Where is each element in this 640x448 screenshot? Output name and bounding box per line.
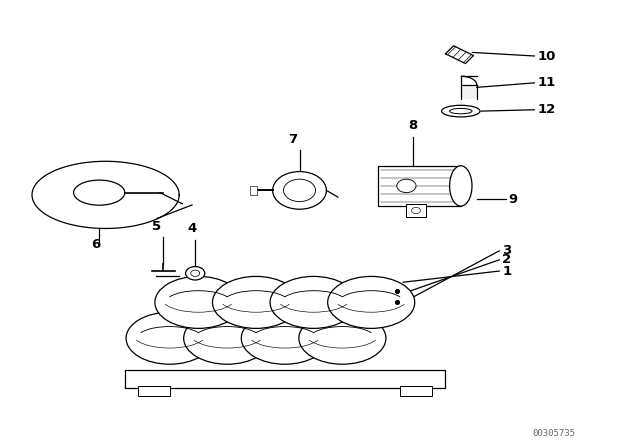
Text: 10: 10 bbox=[538, 49, 556, 63]
Circle shape bbox=[191, 270, 200, 276]
Circle shape bbox=[186, 267, 205, 280]
Circle shape bbox=[284, 179, 316, 202]
Ellipse shape bbox=[241, 312, 328, 364]
Bar bbox=[400, 386, 432, 396]
Ellipse shape bbox=[126, 312, 213, 364]
Text: 5: 5 bbox=[152, 220, 161, 233]
Text: 3: 3 bbox=[502, 244, 511, 258]
Text: 2: 2 bbox=[502, 253, 511, 267]
Ellipse shape bbox=[155, 276, 242, 328]
Bar bbox=[378, 166, 461, 206]
Bar bbox=[250, 186, 257, 195]
Ellipse shape bbox=[270, 276, 357, 328]
Text: 7: 7 bbox=[289, 133, 298, 146]
Ellipse shape bbox=[299, 312, 386, 364]
Text: 1: 1 bbox=[502, 264, 511, 278]
Bar bbox=[138, 386, 170, 396]
Text: 12: 12 bbox=[538, 103, 556, 116]
Ellipse shape bbox=[74, 180, 125, 205]
Text: 8: 8 bbox=[408, 119, 417, 132]
Text: 00305735: 00305735 bbox=[532, 429, 575, 438]
Circle shape bbox=[273, 172, 326, 209]
Polygon shape bbox=[461, 85, 477, 99]
Circle shape bbox=[397, 179, 416, 193]
Text: 11: 11 bbox=[538, 76, 556, 90]
Ellipse shape bbox=[328, 276, 415, 328]
Text: 9: 9 bbox=[509, 193, 518, 206]
Bar bbox=[406, 204, 426, 217]
Bar bbox=[125, 370, 445, 388]
Ellipse shape bbox=[184, 312, 271, 364]
Ellipse shape bbox=[449, 108, 472, 114]
Ellipse shape bbox=[442, 105, 480, 117]
Circle shape bbox=[412, 207, 420, 214]
Ellipse shape bbox=[212, 276, 300, 328]
Text: 6: 6 bbox=[92, 237, 100, 251]
Text: 4: 4 bbox=[188, 222, 196, 235]
Ellipse shape bbox=[449, 166, 472, 206]
